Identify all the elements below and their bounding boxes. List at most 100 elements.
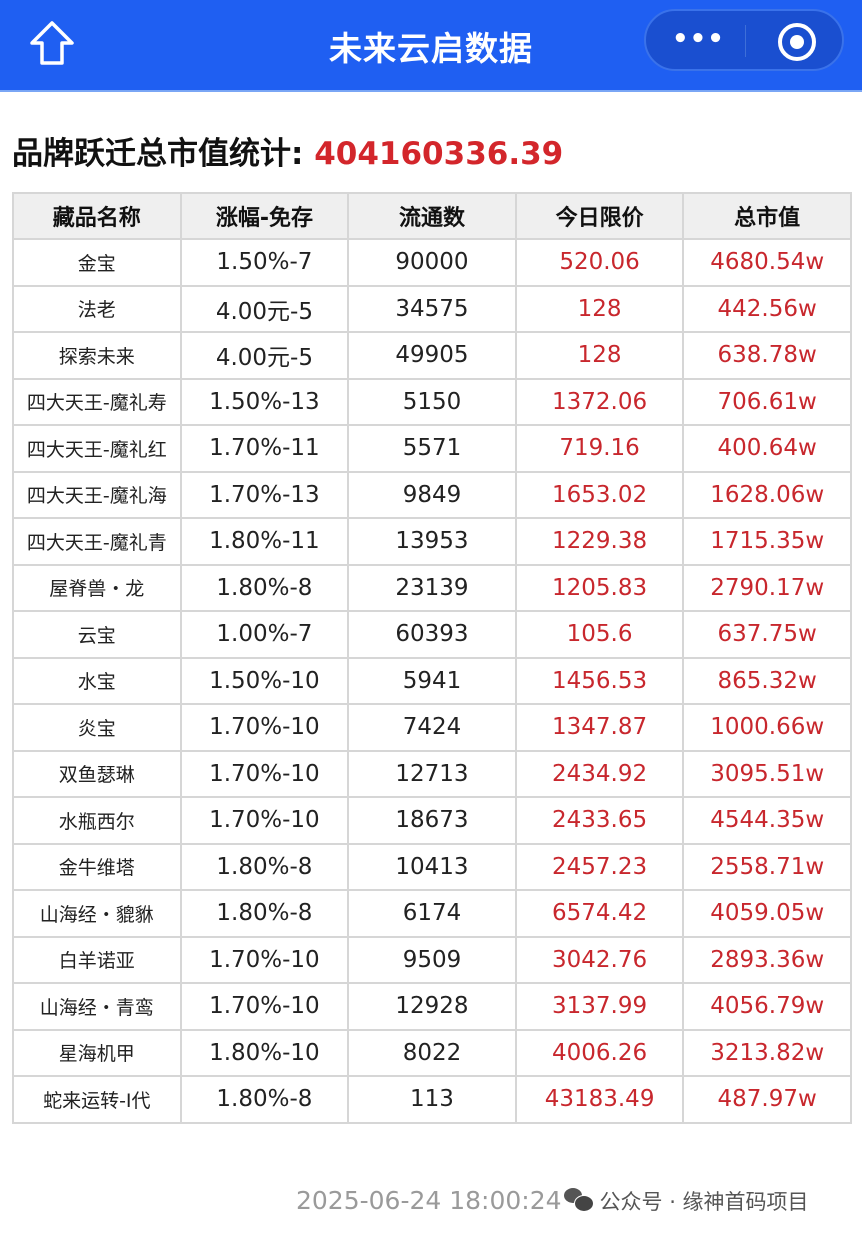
cell-price: 1347.87 [514, 703, 685, 752]
cell-name: 山海经・貔貅 [12, 889, 182, 938]
header-change: 涨幅-免存 [179, 192, 350, 240]
close-target-icon[interactable] [778, 23, 816, 61]
table-row: 水宝 1.50%-10 5941 1456.53 865.32w [12, 656, 852, 705]
cell-market-value: 442.56w [682, 284, 852, 333]
cell-market-value: 4680.54w [682, 238, 852, 287]
table-row: 法老 4.00元-5 34575 128 442.56w [12, 284, 852, 333]
cell-price: 2433.65 [514, 796, 685, 845]
cell-circulation: 13953 [347, 517, 517, 566]
cell-circulation: 9509 [347, 935, 517, 984]
table-row: 屋脊兽・龙 1.80%-8 23139 1205.83 2790.17w [12, 563, 852, 612]
cell-circulation: 113 [347, 1075, 517, 1124]
cell-change: 1.80%-8 [179, 1075, 350, 1124]
header-circulation: 流通数 [347, 192, 517, 240]
home-icon[interactable] [28, 20, 76, 66]
cell-market-value: 1628.06w [682, 470, 852, 519]
cell-change: 1.70%-10 [179, 703, 350, 752]
table-row: 云宝 1.00%-7 60393 105.6 637.75w [12, 610, 852, 659]
cell-market-value: 4059.05w [682, 889, 852, 938]
cell-market-value: 2558.71w [682, 842, 852, 891]
app-title: 未来云启数据 [329, 29, 533, 68]
cell-change: 1.70%-10 [179, 749, 350, 798]
cell-market-value: 400.64w [682, 424, 852, 473]
cell-name: 山海经・青鸾 [12, 982, 182, 1031]
cell-name: 星海机甲 [12, 1028, 182, 1077]
cell-market-value: 1000.66w [682, 703, 852, 752]
table-row: 双鱼瑟琳 1.70%-10 12713 2434.92 3095.51w [12, 749, 852, 798]
cell-circulation: 10413 [347, 842, 517, 891]
cell-market-value: 3213.82w [682, 1028, 852, 1077]
cell-price: 2434.92 [514, 749, 685, 798]
footer: 2025-06-24 18:00:24 公众号 · 缘神首码项目 [296, 1186, 809, 1216]
cell-price: 43183.49 [514, 1075, 685, 1124]
table-row: 四大天王-魔礼海 1.70%-13 9849 1653.02 1628.06w [12, 470, 852, 519]
cell-price: 3137.99 [514, 982, 685, 1031]
cell-change: 1.70%-10 [179, 935, 350, 984]
mini-program-capsule: ••• [644, 9, 844, 71]
cell-market-value: 2790.17w [682, 563, 852, 612]
table-row: 四大天王-魔礼红 1.70%-11 5571 719.16 400.64w [12, 424, 852, 473]
cell-name: 法老 [12, 284, 182, 333]
cell-name: 屋脊兽・龙 [12, 563, 182, 612]
table-row: 蛇来运转-Ⅰ代 1.80%-8 113 43183.49 487.97w [12, 1075, 852, 1124]
collection-table: 藏品名称 涨幅-免存 流通数 今日限价 总市值 金宝 1.50%-7 90000 520.06… [12, 192, 852, 1124]
cell-circulation: 5150 [347, 377, 517, 426]
cell-price: 128 [514, 331, 685, 380]
cell-name: 四大天王-魔礼青 [12, 517, 182, 566]
header-name: 藏品名称 [12, 192, 182, 240]
cell-change: 1.70%-11 [179, 424, 350, 473]
cell-market-value: 4544.35w [682, 796, 852, 845]
cell-circulation: 8022 [347, 1028, 517, 1077]
capsule-divider [745, 25, 746, 57]
cell-change: 1.80%-11 [179, 517, 350, 566]
cell-name: 探索未来 [12, 331, 182, 380]
cell-circulation: 12713 [347, 749, 517, 798]
table-row: 白羊诺亚 1.70%-10 9509 3042.76 2893.36w [12, 935, 852, 984]
cell-price: 6574.42 [514, 889, 685, 938]
cell-change: 1.80%-10 [179, 1028, 350, 1077]
table-row: 山海经・青鸾 1.70%-10 12928 3137.99 4056.79w [12, 982, 852, 1031]
cell-price: 1205.83 [514, 563, 685, 612]
cell-change: 4.00元-5 [179, 284, 350, 333]
table-row: 四大天王-魔礼寿 1.50%-13 5150 1372.06 706.61w [12, 377, 852, 426]
watermark: 公众号 · 缘神首码项目 [599, 1190, 809, 1214]
cell-circulation: 60393 [347, 610, 517, 659]
cell-circulation: 12928 [347, 982, 517, 1031]
cell-price: 1653.02 [514, 470, 685, 519]
cell-circulation: 90000 [347, 238, 517, 287]
wechat-icon [562, 1186, 594, 1212]
more-icon[interactable]: ••• [672, 24, 725, 54]
cell-change: 4.00元-5 [179, 331, 350, 380]
cell-price: 520.06 [514, 238, 685, 287]
cell-market-value: 706.61w [682, 377, 852, 426]
cell-name: 水瓶西尔 [12, 796, 182, 845]
cell-price: 2457.23 [514, 842, 685, 891]
cell-circulation: 6174 [347, 889, 517, 938]
cell-name: 四大天王-魔礼红 [12, 424, 182, 473]
cell-name: 炎宝 [12, 703, 182, 752]
cell-name: 白羊诺亚 [12, 935, 182, 984]
cell-name: 金宝 [12, 238, 182, 287]
cell-change: 1.50%-7 [179, 238, 350, 287]
cell-circulation: 49905 [347, 331, 517, 380]
cell-circulation: 5571 [347, 424, 517, 473]
total-value: 404160336.39 [314, 136, 564, 172]
cell-name: 金牛维塔 [12, 842, 182, 891]
cell-circulation: 5941 [347, 656, 517, 705]
app-header: 未来云启数据 ••• [0, 0, 862, 92]
header-price: 今日限价 [514, 192, 685, 240]
table-row: 山海经・貔貅 1.80%-8 6174 6574.42 4059.05w [12, 889, 852, 938]
cell-price: 4006.26 [514, 1028, 685, 1077]
cell-change: 1.70%-10 [179, 796, 350, 845]
cell-market-value: 4056.79w [682, 982, 852, 1031]
cell-market-value: 637.75w [682, 610, 852, 659]
cell-change: 1.50%-10 [179, 656, 350, 705]
cell-change: 1.00%-7 [179, 610, 350, 659]
cell-price: 719.16 [514, 424, 685, 473]
table-row: 金宝 1.50%-7 90000 520.06 4680.54w [12, 238, 852, 287]
cell-market-value: 638.78w [682, 331, 852, 380]
total-market-value: 品牌跃迁总市值统计: 404160336.39 [12, 128, 563, 173]
table-row: 星海机甲 1.80%-10 8022 4006.26 3213.82w [12, 1028, 852, 1077]
table-header-row: 藏品名称 涨幅-免存 流通数 今日限价 总市值 [12, 192, 852, 240]
cell-price: 1456.53 [514, 656, 685, 705]
